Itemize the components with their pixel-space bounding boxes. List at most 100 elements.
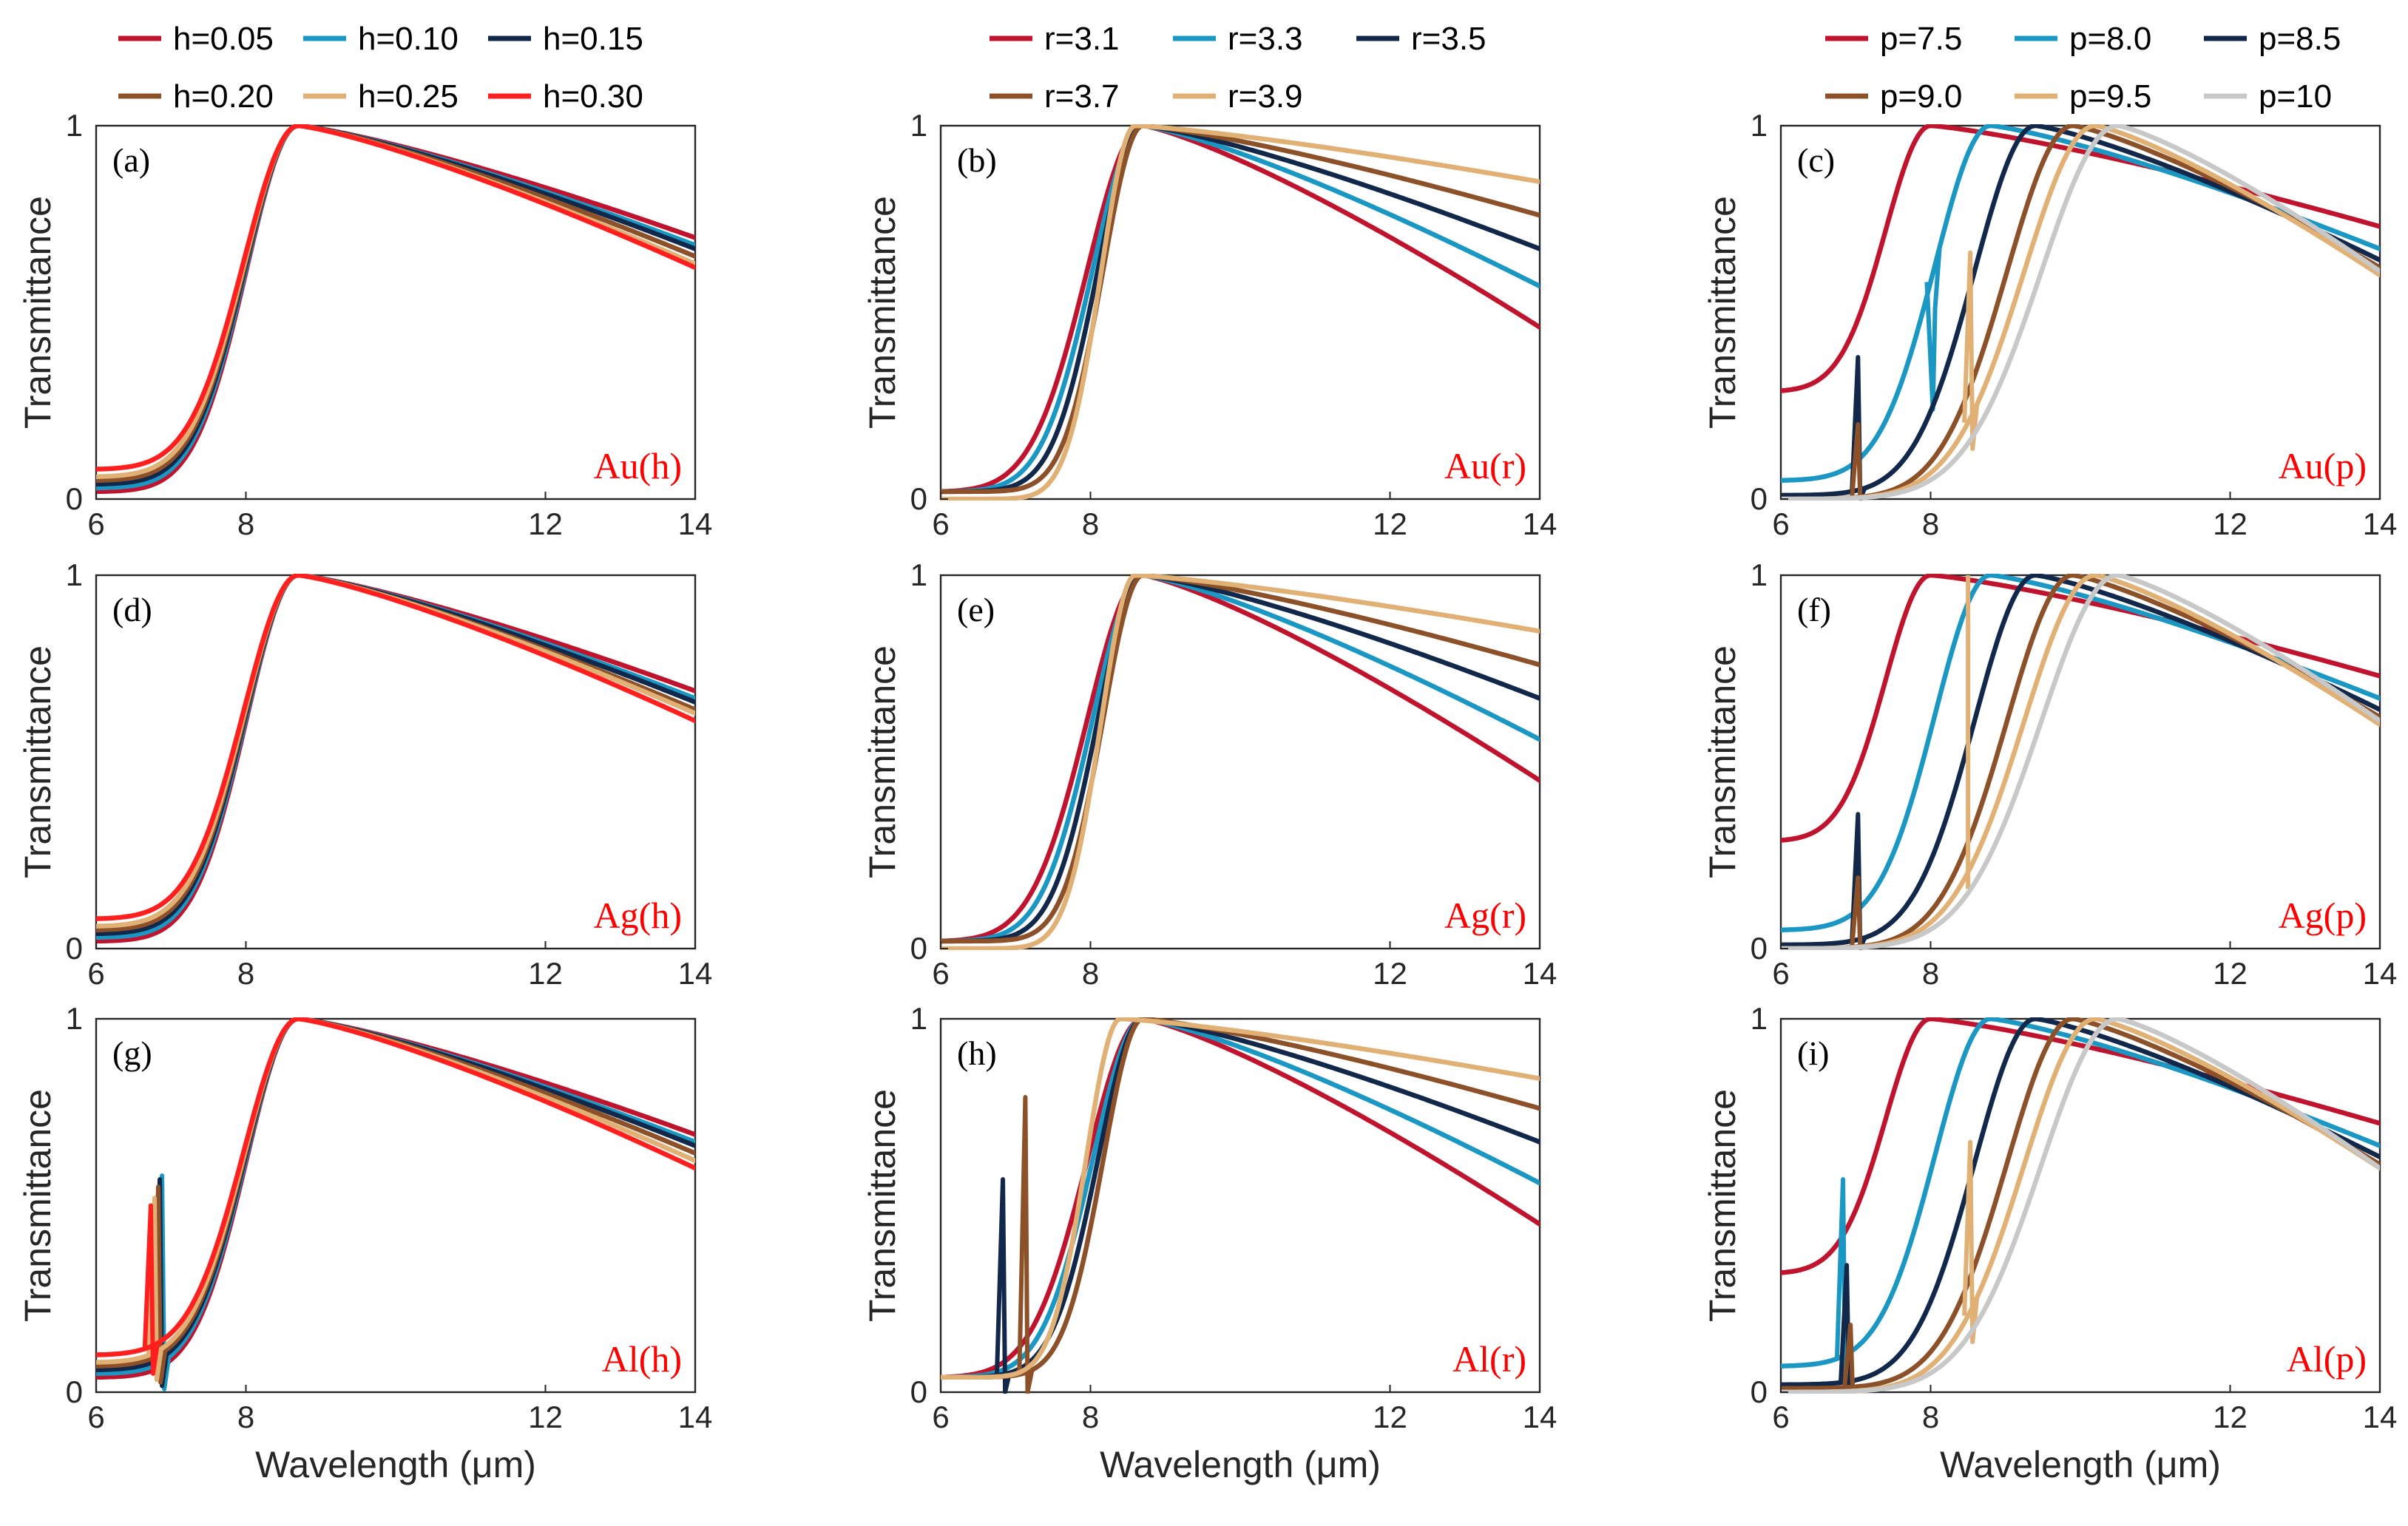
y-tick-label: 1 [66, 557, 83, 592]
y-axis-label: Transmittance [862, 196, 903, 429]
series-line-r=3.7 [941, 574, 1540, 944]
x-tick-label: 14 [2363, 956, 2398, 991]
y-tick-label: 0 [66, 481, 83, 516]
x-tick-label: 12 [2213, 1400, 2248, 1434]
series-resonance-r=3.5 [994, 1177, 1012, 1394]
series-line-r=3.9 [941, 124, 1540, 501]
series-resonance-p=8.0 [1924, 247, 1942, 412]
x-axis-label: Wavelength (μm) [1940, 1444, 2221, 1485]
axes-frame [1779, 1017, 2381, 1394]
panel-b: 6 8 12 14 0 1 Transmittance (b) Au(r) [862, 108, 1557, 541]
panels: 6 8 12 14 0 1 Transmittance (a) Au(h) 6 8 12 14 0 1 Tra… [17, 108, 2397, 1485]
legend-entry: r=3.7 [1044, 78, 1120, 115]
x-tick-label: 6 [1772, 956, 1789, 991]
x-tick-label: 8 [1082, 956, 1099, 991]
x-tick-label: 14 [2363, 1400, 2398, 1434]
legend-entry: p=10 [2259, 78, 2332, 115]
panel-label: (f) [1797, 591, 1831, 628]
series-line-r=3.5 [941, 124, 1540, 495]
series-group [96, 1017, 695, 1391]
series-line-r=3.7 [941, 124, 1540, 495]
y-tick-label: 1 [1751, 557, 1768, 592]
legend-entry: p=7.5 [1880, 21, 1962, 57]
y-tick-label: 1 [1751, 1001, 1768, 1036]
y-tick-label: 0 [1751, 931, 1768, 966]
panel-i: 6 8 12 14 0 1 Transmittance Wavelength (μm) (i) A… [1702, 1001, 2397, 1485]
x-tick-label: 8 [1082, 506, 1099, 541]
y-tick-label: 1 [910, 108, 927, 143]
series-group [96, 574, 695, 944]
y-tick-label: 1 [66, 108, 83, 143]
x-tick-label: 6 [932, 506, 949, 541]
legend-entry: r=3.1 [1044, 21, 1120, 57]
material-label: Al(p) [2287, 1338, 2367, 1380]
material-label: Ag(h) [594, 895, 682, 936]
panel-e: 6 8 12 14 0 1 Transmittance (e) Ag(r) [862, 557, 1557, 991]
series-line-p=10 [1781, 574, 2380, 950]
x-tick-label: 8 [237, 956, 254, 991]
series-resonance-h=0.30 [142, 1203, 160, 1376]
material-label: Au(p) [2279, 445, 2367, 486]
series-line-r=3.1 [941, 1017, 1540, 1380]
y-tick-label: 0 [66, 931, 83, 966]
panel-label: (e) [957, 591, 995, 628]
y-axis-label: Transmittance [1702, 1089, 1743, 1322]
x-tick-label: 14 [678, 1400, 713, 1434]
series-group [941, 124, 1540, 501]
legends: h=0.05 h=0.10 h=0.15 h=0.20 h=0.25 h=0.30 r=3.… [118, 21, 2341, 115]
legend-h: h=0.05 h=0.10 h=0.15 h=0.20 h=0.25 h=0.30 [118, 21, 643, 115]
panel-label: (b) [957, 141, 997, 179]
x-tick-label: 8 [1922, 1400, 1939, 1434]
x-tick-label: 6 [932, 956, 949, 991]
series-line-h=0.30 [96, 574, 695, 921]
legend-entry: r=3.5 [1411, 21, 1487, 57]
legend-entry: p=8.0 [2069, 21, 2151, 57]
x-tick-label: 12 [1373, 1400, 1407, 1434]
series-line-r=3.3 [941, 1017, 1540, 1380]
x-tick-label: 6 [932, 1400, 949, 1434]
material-label: Au(r) [1444, 445, 1526, 486]
y-axis-label: Transmittance [1702, 196, 1743, 429]
panel-label: (h) [957, 1034, 997, 1072]
y-axis-label: Transmittance [17, 196, 58, 429]
panel-f: 6 8 12 14 0 1 Transmittance (f) Ag(p) [1702, 557, 2397, 991]
y-tick-label: 1 [66, 1001, 83, 1036]
y-tick-label: 0 [910, 1374, 927, 1409]
panel-a: 6 8 12 14 0 1 Transmittance (a) Au(h) [17, 108, 712, 541]
x-tick-label: 6 [87, 956, 104, 991]
x-tick-label: 12 [2213, 956, 2248, 991]
x-tick-label: 14 [1523, 956, 1558, 991]
y-tick-label: 0 [1751, 1374, 1768, 1409]
x-tick-label: 12 [528, 506, 563, 541]
legend-entry: p=9.0 [1880, 78, 1962, 115]
y-tick-label: 0 [1751, 481, 1768, 516]
x-tick-label: 8 [1922, 506, 1939, 541]
y-tick-label: 0 [910, 481, 927, 516]
x-axis-label: Wavelength (μm) [255, 1444, 536, 1485]
series-line-r=3.5 [941, 574, 1540, 944]
series-line-r=3.1 [941, 124, 1540, 495]
y-axis-label: Transmittance [862, 1089, 903, 1322]
series-line-r=3.7 [941, 1017, 1540, 1380]
x-tick-label: 8 [237, 506, 254, 541]
series-line-p=10 [1781, 1017, 2380, 1394]
material-label: Ag(r) [1444, 895, 1526, 936]
series-line-r=3.1 [941, 574, 1540, 944]
series-line-h=0.30 [96, 1017, 695, 1357]
x-tick-label: 14 [678, 506, 713, 541]
series-group [941, 1017, 1540, 1394]
x-tick-label: 6 [1772, 1400, 1789, 1434]
y-axis-label: Transmittance [862, 645, 903, 878]
material-label: Au(h) [594, 445, 682, 486]
series-line-r=3.3 [941, 574, 1540, 944]
legend-entry: h=0.20 [173, 78, 274, 115]
material-label: Al(r) [1452, 1338, 1526, 1380]
material-label: Al(h) [602, 1338, 682, 1380]
y-tick-label: 1 [1751, 108, 1768, 143]
x-tick-label: 8 [1922, 956, 1939, 991]
y-axis-label: Transmittance [17, 645, 58, 878]
x-tick-label: 14 [678, 956, 713, 991]
legend-r: r=3.1 r=3.3 r=3.5 r=3.7 r=3.9 [990, 21, 1487, 115]
series-line-p=7.5 [1781, 124, 2380, 393]
y-tick-label: 1 [910, 557, 927, 592]
